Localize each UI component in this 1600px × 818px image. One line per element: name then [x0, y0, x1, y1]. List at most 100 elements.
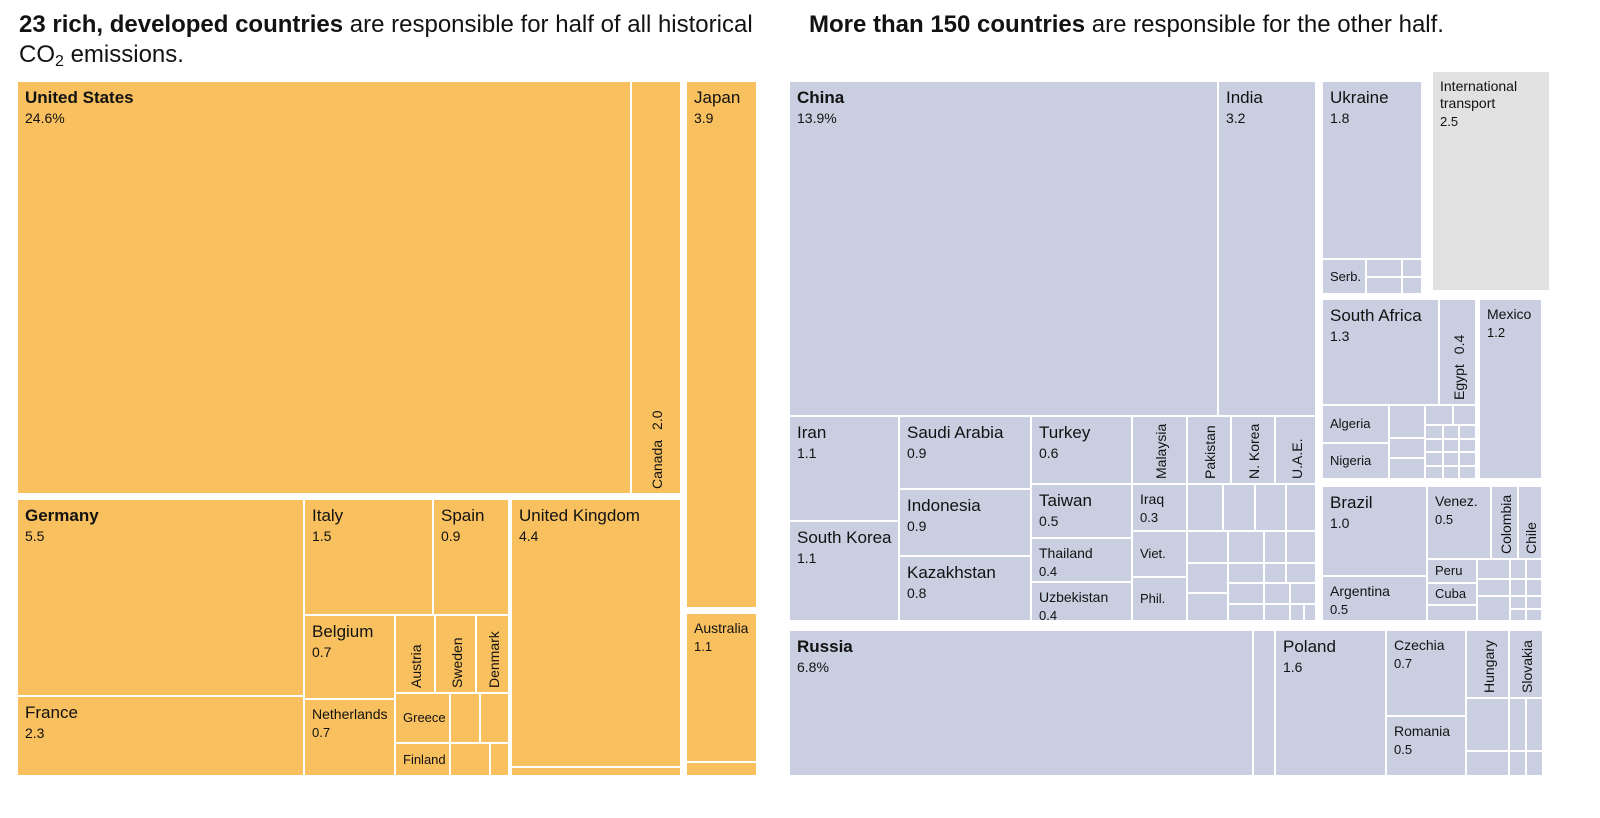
cell-chile: Chile [1518, 486, 1542, 559]
label-name: Czechia [1394, 637, 1445, 653]
cell-small-country [1264, 604, 1290, 621]
cell-small-country [1228, 583, 1264, 604]
label-name: China [797, 88, 845, 107]
cell-small-country [490, 743, 509, 776]
cell-small-country [1510, 596, 1526, 609]
cell-small-country [1286, 563, 1316, 583]
cell-small-country [1402, 259, 1422, 277]
label-indonesia: Indonesia 0.9 [907, 496, 981, 535]
cell-united-kingdom: United Kingdom 4.4 [511, 499, 681, 767]
cell-small-country [1290, 604, 1304, 621]
cell-small-country [1264, 583, 1290, 604]
cell-iraq: Iraq 0.3 [1132, 484, 1187, 531]
label-value: 0.3 [1140, 510, 1159, 525]
cell-poland: Poland 1.6 [1275, 630, 1386, 776]
label-brazil: Brazil 1.0 [1330, 493, 1373, 532]
label-name: Venez. [1435, 493, 1478, 509]
cell-canada: Canada 2.0 [631, 81, 681, 494]
label-phil: Phil. [1140, 591, 1165, 606]
label-name: Chile [1523, 522, 1539, 554]
cell-small-country [1526, 559, 1542, 579]
cell-small-country [1286, 531, 1316, 563]
cell-small-country [1459, 425, 1476, 439]
label-serb: Serb. [1330, 269, 1361, 284]
label-argentina: Argentina 0.5 [1330, 583, 1390, 619]
cell-netherlands: Netherlands 0.7 [304, 699, 395, 776]
cell-denmark: Denmark [476, 615, 509, 693]
label-kazakhstan: Kazakhstan 0.8 [907, 563, 996, 602]
cell-small-country [1459, 466, 1476, 479]
label-canada: Canada 2.0 [649, 410, 665, 489]
label-united-kingdom: United Kingdom 4.4 [519, 506, 640, 545]
cell-china: China 13.9% [789, 81, 1218, 416]
cell-small-country [1290, 583, 1316, 604]
label-name: Brazil [1330, 493, 1373, 512]
cell-finland: Finland [395, 743, 450, 776]
left-headline: 23 rich, developed countries are respons… [19, 10, 759, 70]
label-finland: Finland [403, 752, 446, 767]
cell-small-country [1443, 439, 1459, 452]
label-name: International transport [1440, 78, 1518, 111]
label-name: Russia [797, 637, 853, 656]
cell-small-country [1453, 405, 1476, 425]
left-headline-rest: are responsible for half of all historic… [19, 11, 753, 68]
cell-small-country [1366, 259, 1402, 277]
label-austria: Austria [408, 634, 424, 688]
cell-nigeria: Nigeria [1322, 443, 1389, 479]
cell-small-country [1510, 579, 1526, 596]
label-name: United States [25, 88, 134, 107]
label-name: N. Korea [1246, 423, 1262, 479]
label-greece: Greece [403, 710, 446, 725]
cell-small-country [1443, 425, 1459, 439]
cell-small-country [1526, 596, 1542, 609]
cell-small-country [1509, 751, 1526, 776]
label-name: Serb. [1330, 269, 1362, 284]
cell-small-country [1526, 609, 1542, 621]
cell-thailand: Thailand 0.4 [1031, 538, 1132, 582]
label-name: Mexico [1487, 306, 1532, 322]
label-italy: Italy 1.5 [312, 506, 343, 545]
right-headline: More than 150 countries are responsible … [809, 10, 1549, 40]
label-value: 1.0 [1330, 515, 1350, 531]
cell-small-country [1466, 698, 1509, 751]
cell-turkey: Turkey 0.6 [1031, 416, 1132, 484]
cell-taiwan: Taiwan 0.5 [1031, 484, 1132, 538]
label-value: 1.1 [694, 639, 713, 654]
label-nigeria: Nigeria [1330, 453, 1371, 468]
cell-small-country [1223, 484, 1255, 531]
cell-small-country [1526, 579, 1542, 596]
cell-international-transport: International transport 2.5 [1429, 68, 1553, 294]
label-name: Taiwan [1039, 491, 1092, 510]
cell-saudi-arabia: Saudi Arabia 0.9 [899, 416, 1031, 489]
label-value: 3.9 [694, 110, 714, 126]
cell-algeria: Algeria [1322, 405, 1389, 443]
label-name: Poland [1283, 637, 1336, 656]
label-value: 0.9 [907, 445, 927, 461]
label-thailand: Thailand 0.4 [1039, 545, 1093, 581]
cell-small-country [1425, 405, 1453, 425]
label-n-korea: N. Korea [1246, 417, 1262, 479]
label-value: 1.6 [1283, 659, 1303, 675]
cell-small-country [1255, 484, 1286, 531]
label-value: 0.5 [1039, 513, 1059, 529]
label-name: Colombia [1498, 494, 1514, 554]
label-name: Romania [1394, 723, 1451, 739]
label-belgium: Belgium 0.7 [312, 622, 373, 661]
label-colombia: Colombia [1498, 487, 1514, 554]
label-south-africa: South Africa 1.3 [1330, 306, 1422, 345]
label-name: Italy [312, 506, 344, 525]
label-name: South Africa [1330, 306, 1422, 325]
label-u-a-e: U.A.E. [1289, 429, 1305, 479]
label-name: Germany [25, 506, 99, 525]
cell-russia: Russia 6.8% [789, 630, 1253, 776]
cell-france: France 2.3 [17, 696, 304, 776]
label-value: 0.9 [907, 518, 927, 534]
label-russia: Russia 6.8% [797, 637, 853, 676]
label-china: China 13.9% [797, 88, 844, 127]
label-name: Indonesia [907, 496, 981, 515]
label-mexico: Mexico 1.2 [1487, 306, 1531, 342]
cell-small-country [1510, 559, 1526, 579]
label-name: Cuba [1435, 586, 1467, 601]
cell-mexico: Mexico 1.2 [1479, 299, 1542, 479]
